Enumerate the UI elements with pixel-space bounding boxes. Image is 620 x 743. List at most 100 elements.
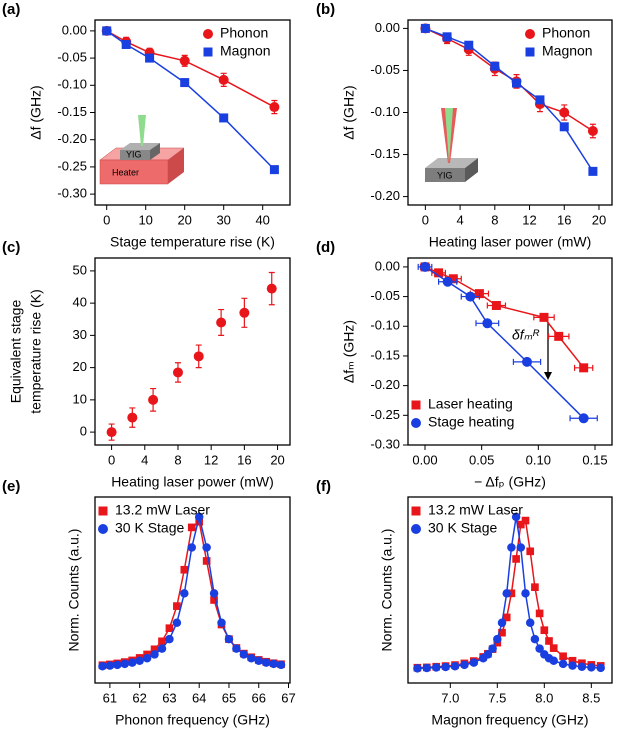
marker (559, 122, 569, 132)
x-tick-label: 65 (222, 690, 236, 705)
marker (483, 650, 493, 659)
marker (150, 650, 159, 659)
y-axis-label: Δfₘ (GHz) (341, 320, 357, 383)
inset-laser (425, 108, 478, 182)
marker (150, 645, 159, 654)
marker (157, 644, 167, 653)
x-tick-label: 7.0 (441, 690, 459, 705)
y-tick-label: 0.00 (62, 22, 87, 37)
marker (596, 663, 605, 673)
y-tick-label: -0.05 (370, 288, 400, 303)
inset-label: Heater (112, 167, 139, 177)
marker (502, 613, 511, 622)
marker (121, 39, 131, 49)
marker (165, 624, 174, 633)
marker (145, 53, 155, 63)
y-tick-label: 40 (73, 295, 87, 310)
x-tick-label: 8.0 (535, 690, 553, 705)
marker (142, 654, 152, 663)
marker (224, 634, 234, 644)
marker (516, 520, 525, 529)
marker (172, 618, 182, 627)
marker (420, 23, 430, 33)
marker (577, 662, 587, 671)
marker (165, 634, 174, 644)
legend-label: Phonon (542, 25, 590, 41)
legend-marker (98, 524, 108, 534)
marker (507, 543, 516, 552)
marker (441, 662, 450, 672)
marker (450, 661, 460, 671)
y-tick-label: -0.10 (57, 77, 87, 92)
y-tick-label: 0.00 (375, 20, 400, 35)
y-axis-label: Δf (GHz) (341, 85, 357, 139)
y-tick-label: -0.30 (370, 436, 400, 451)
legend-label: Magnon (542, 43, 593, 59)
marker (554, 331, 564, 341)
marker (545, 637, 553, 645)
legend-label: 13.2 mW Laser (428, 502, 523, 518)
y-tick-label: 0 (80, 424, 87, 439)
x-tick-label: 20 (177, 212, 191, 227)
marker (448, 274, 458, 284)
marker (180, 589, 189, 598)
x-tick-label: 8.5 (582, 690, 600, 705)
marker (180, 78, 190, 88)
marker (431, 663, 441, 672)
inset-label: YIG (126, 149, 142, 159)
x-tick-label: 61 (103, 690, 117, 705)
plot-frame (94, 257, 291, 446)
marker (218, 74, 229, 85)
y-tick-label: -0.05 (57, 50, 87, 65)
legend-marker (525, 47, 535, 57)
marker (105, 661, 115, 670)
x-tick-label: 0.05 (469, 452, 494, 467)
panel-label: (b) (316, 1, 335, 18)
marker (559, 107, 570, 118)
marker (135, 656, 144, 665)
marker (488, 644, 497, 653)
marker (549, 644, 558, 652)
series-line (102, 516, 282, 667)
marker (120, 659, 130, 669)
y-tick-label: -0.25 (57, 158, 87, 173)
inset-heater (99, 115, 185, 185)
marker (173, 602, 181, 610)
y-tick-label: 30 (73, 327, 87, 342)
marker (498, 628, 506, 637)
y-tick-label: -0.15 (370, 347, 400, 362)
marker (217, 618, 226, 627)
y-tick-label: -0.15 (370, 146, 400, 161)
marker (420, 261, 430, 272)
marker (578, 413, 589, 424)
y-axis-label: Norm. Counts (a.u.) (379, 529, 395, 652)
marker (269, 165, 279, 175)
marker (535, 609, 544, 618)
y-tick-label: -0.15 (57, 104, 87, 119)
marker (254, 656, 263, 665)
marker (158, 637, 166, 646)
marker (460, 660, 469, 670)
legend-label: 30 K Stage (428, 520, 497, 536)
x-tick-label: 4 (141, 452, 148, 467)
marker (568, 656, 577, 665)
legend-label: Stage heating (428, 414, 514, 430)
marker (587, 126, 598, 136)
marker (522, 356, 532, 367)
y-axis-label: Equivalent stage (8, 300, 24, 404)
marker (535, 644, 544, 653)
marker (512, 78, 522, 88)
marker (521, 589, 530, 598)
marker (559, 652, 567, 661)
legend-marker (411, 524, 421, 534)
y-tick-label: -0.10 (370, 104, 400, 119)
plot-frame (407, 496, 613, 684)
y-tick-label: -0.20 (370, 188, 400, 203)
y-tick-label: 10 (73, 391, 87, 406)
annotation: δfₘᴿ (512, 327, 539, 343)
x-tick-label: 12 (522, 212, 536, 227)
panel-label: (d) (316, 239, 335, 256)
y-tick-label: 20 (73, 359, 87, 374)
x-tick-label: 0 (108, 452, 115, 467)
marker (180, 565, 189, 574)
